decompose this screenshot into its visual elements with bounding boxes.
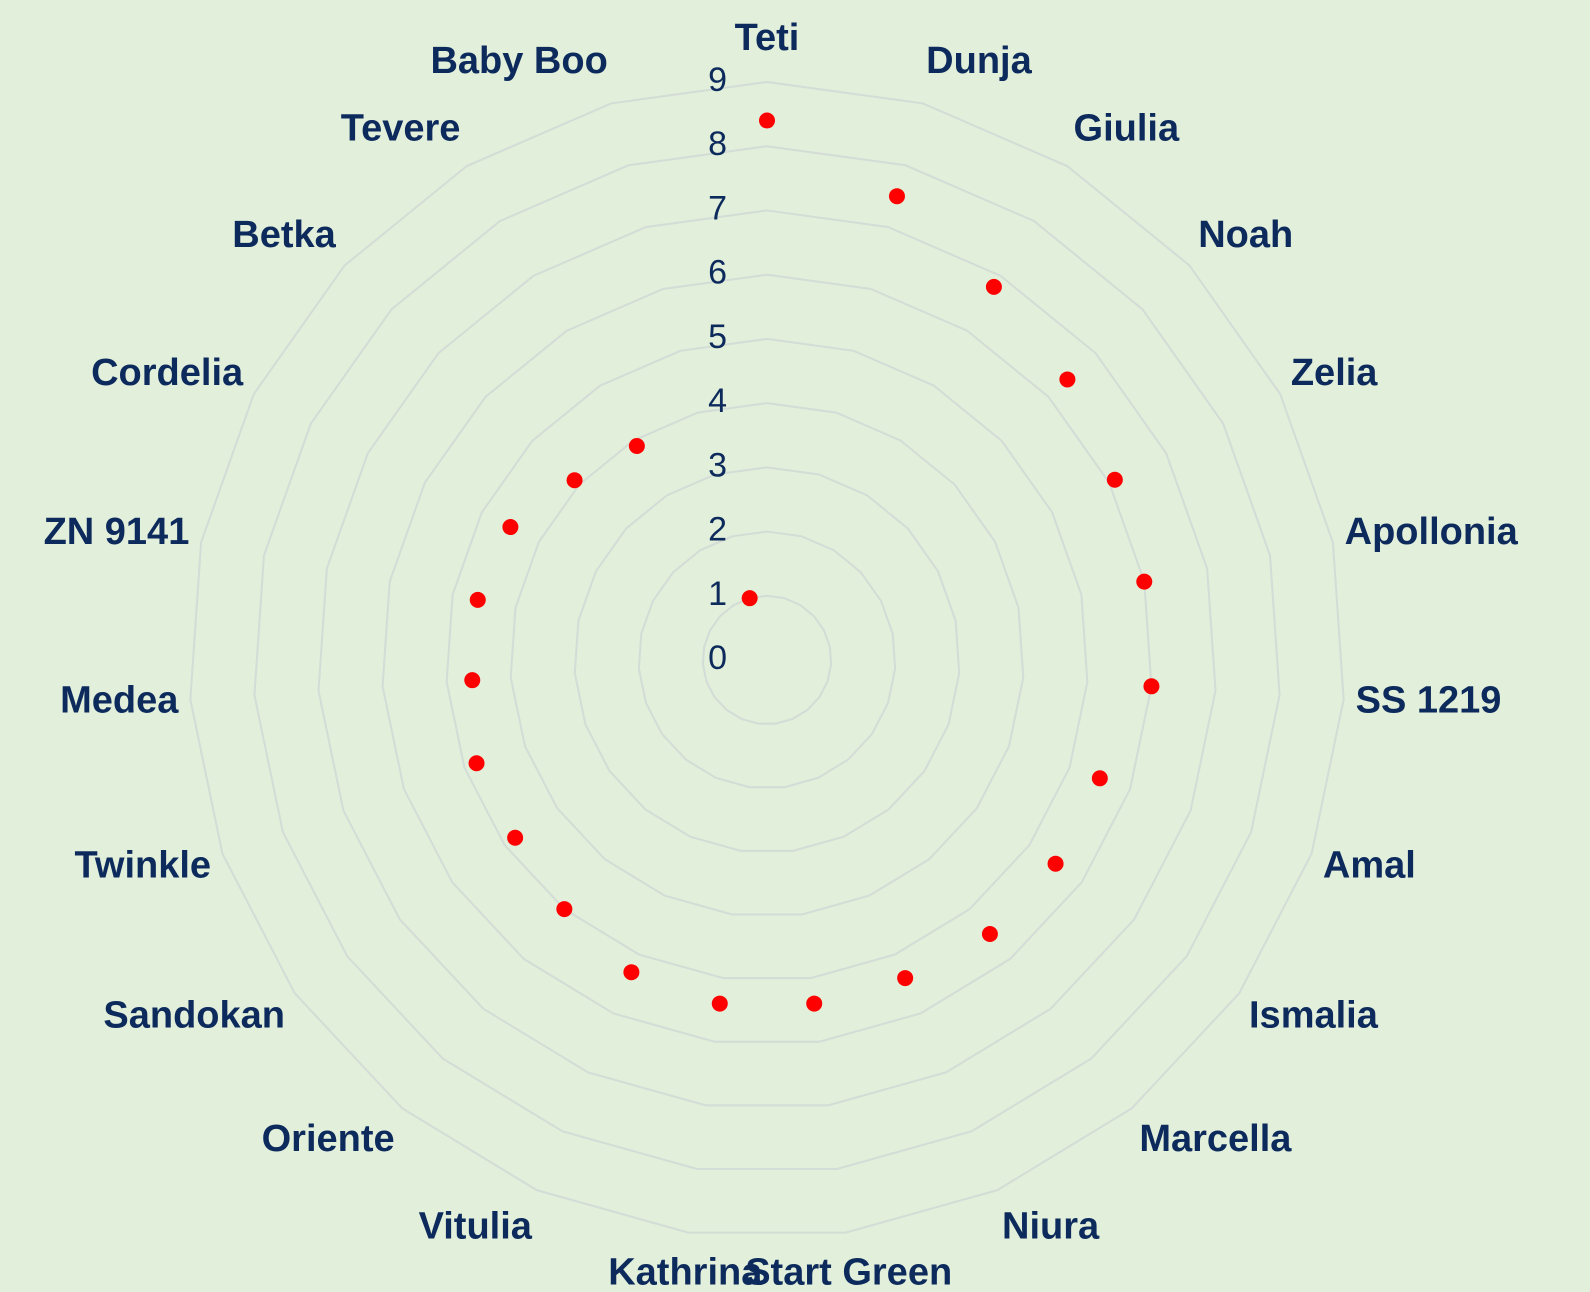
grid-ring bbox=[317, 209, 1217, 1107]
grid-ring bbox=[445, 337, 1089, 980]
data-point bbox=[1143, 678, 1160, 695]
r-tick-label: 7 bbox=[708, 189, 727, 227]
data-point bbox=[623, 964, 640, 981]
data-point bbox=[759, 112, 775, 129]
data-point bbox=[469, 591, 486, 608]
category-label: Marcella bbox=[1139, 1118, 1292, 1160]
category-label: Baby Boo bbox=[430, 40, 607, 82]
category-label: Tevere bbox=[341, 107, 461, 149]
grid-ring bbox=[701, 594, 833, 725]
r-tick-label: 9 bbox=[708, 61, 727, 99]
category-label: Niura bbox=[1002, 1206, 1100, 1248]
data-point bbox=[468, 755, 485, 772]
r-tick-label: 4 bbox=[708, 382, 727, 420]
category-label: Teti bbox=[735, 17, 800, 59]
grid-ring bbox=[509, 402, 1025, 916]
category-label: Oriente bbox=[262, 1118, 395, 1160]
data-point bbox=[502, 519, 519, 536]
grid-ring bbox=[573, 466, 961, 852]
category-label: Cordelia bbox=[91, 352, 244, 394]
category-label: Start Green bbox=[745, 1251, 952, 1292]
category-label: Sandokan bbox=[103, 995, 285, 1037]
category-label: Noah bbox=[1198, 214, 1293, 256]
category-label: Kathrina bbox=[608, 1251, 763, 1292]
category-label: Dunja bbox=[926, 40, 1032, 82]
data-point bbox=[1106, 471, 1123, 488]
data-point bbox=[888, 188, 905, 205]
category-label: Ismalia bbox=[1249, 995, 1379, 1037]
r-tick-label: 1 bbox=[708, 575, 727, 613]
grid-ring bbox=[637, 530, 897, 789]
data-point bbox=[1059, 371, 1076, 388]
data-point bbox=[981, 925, 998, 942]
category-label: SS 1219 bbox=[1356, 679, 1502, 721]
category-label: Twinkle bbox=[75, 845, 212, 887]
data-point bbox=[556, 901, 573, 918]
grid-ring bbox=[381, 273, 1153, 1043]
r-tick-label: 8 bbox=[708, 125, 727, 163]
category-label: ZN 9141 bbox=[44, 511, 190, 553]
category-label: Zelia bbox=[1291, 352, 1378, 394]
category-label: Betka bbox=[232, 214, 336, 256]
r-tick-label: 0 bbox=[708, 639, 727, 677]
data-point bbox=[741, 590, 758, 607]
category-label: Apollonia bbox=[1345, 511, 1519, 553]
data-point bbox=[806, 995, 823, 1012]
r-tick-label: 6 bbox=[708, 254, 727, 292]
grid-ring bbox=[253, 145, 1281, 1170]
grid-ring bbox=[189, 80, 1345, 1234]
category-label: Medea bbox=[60, 679, 179, 721]
data-point bbox=[711, 995, 728, 1012]
r-tick-label: 2 bbox=[708, 511, 727, 549]
data-point bbox=[628, 437, 645, 454]
data-point bbox=[1136, 573, 1153, 590]
category-label: Vitulia bbox=[419, 1206, 533, 1248]
data-point bbox=[985, 278, 1002, 295]
category-label: Giulia bbox=[1074, 107, 1180, 149]
data-point bbox=[1091, 770, 1108, 787]
data-point bbox=[1047, 855, 1064, 872]
data-point bbox=[897, 970, 914, 987]
category-label: Amal bbox=[1323, 845, 1416, 887]
data-point bbox=[507, 829, 524, 846]
r-tick-label: 5 bbox=[708, 318, 727, 356]
data-point bbox=[566, 472, 583, 489]
r-tick-label: 3 bbox=[708, 446, 727, 484]
data-point bbox=[464, 672, 481, 689]
